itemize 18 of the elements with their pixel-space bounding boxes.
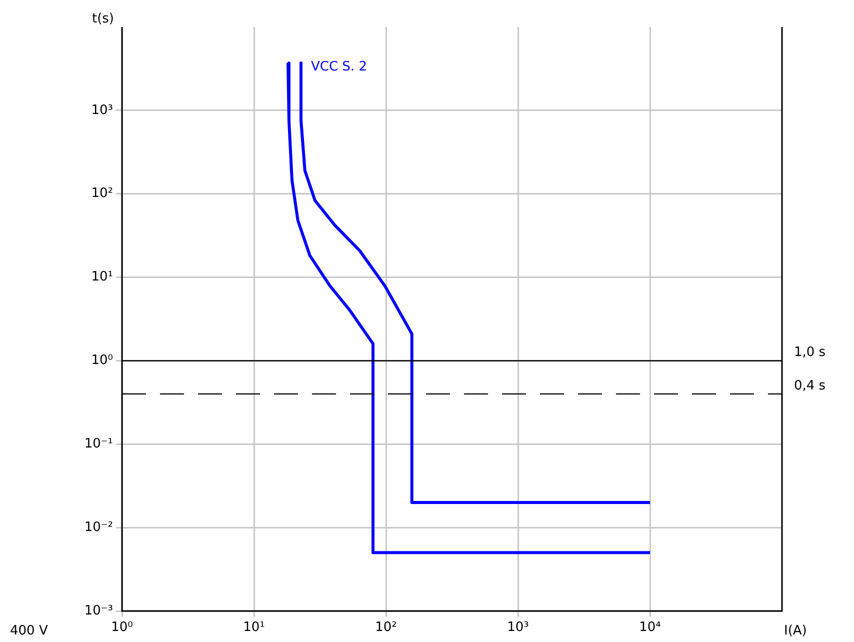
- y-tick-label: 10⁻³: [84, 603, 113, 618]
- ref-line-label: 1,0 s: [794, 345, 826, 360]
- x-tick-label: 10³: [507, 620, 529, 636]
- x-tick-label: 10⁰: [111, 620, 133, 636]
- x-axis-title: I(A): [784, 623, 807, 638]
- y-axis-title: t(s): [92, 11, 114, 26]
- x-tick-label: 10⁴: [639, 620, 661, 636]
- y-tick-label: 10¹: [91, 270, 113, 285]
- y-tick-label: 10⁻²: [84, 520, 113, 535]
- text: 400 V: [10, 623, 48, 638]
- x-tick-label: 10¹: [243, 620, 265, 636]
- series-label: VCC S. 2: [310, 59, 367, 74]
- y-tick-label: 10³: [91, 102, 113, 118]
- y-tick-label: 10⁻¹: [84, 436, 113, 452]
- ref-line-label: 0,4 s: [794, 378, 826, 394]
- x-tick-label: 10²: [375, 620, 397, 636]
- y-tick-label: 10⁰: [91, 353, 113, 368]
- y-tick-label: 10²: [91, 186, 113, 202]
